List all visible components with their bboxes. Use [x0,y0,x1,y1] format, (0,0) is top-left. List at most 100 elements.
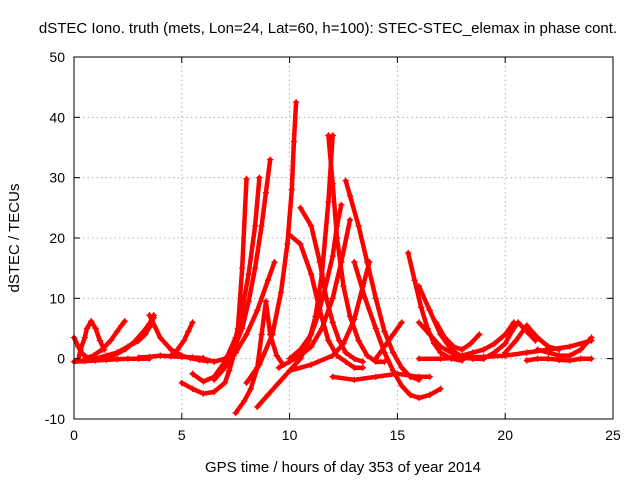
data-point-marker [243,331,250,338]
grid-layer [74,57,613,419]
data-point-marker [342,177,349,184]
data-point-marker [433,319,440,326]
x-tick-label: 20 [497,427,513,443]
series-9 [167,319,196,359]
data-point-marker [277,289,285,296]
chart-title: dSTEC Iono. truth (mets, Lon=24, Lat=60,… [39,20,617,37]
data-point-marker [458,346,466,353]
series-25 [329,370,433,383]
data-point-marker [157,352,164,359]
data-point-marker [221,379,229,386]
data-point-marker [75,356,82,364]
data-point-marker [398,319,405,326]
data-point-marker [157,334,164,341]
x-tick-label: 10 [282,427,298,443]
data-point-marker [458,352,466,359]
data-point-marker [307,271,315,278]
data-point-marker [256,174,263,181]
data-point-marker [146,353,153,361]
data-point-marker [329,252,336,260]
data-point-marker [372,325,380,332]
data-point-marker [340,340,347,347]
data-point-marker [480,355,487,362]
series-15 [243,99,300,386]
data-point-marker [338,201,345,209]
data-layer [70,99,595,417]
data-point-marker [398,364,405,371]
data-point-marker [92,325,99,332]
data-point-marker [359,364,367,371]
data-point-marker [83,325,91,332]
series-10 [178,175,250,397]
data-point-marker [286,367,293,374]
series-trace [76,319,107,363]
data-point-marker [545,355,552,362]
data-point-marker [502,349,509,356]
data-point-marker [346,313,354,320]
data-point-marker [323,295,330,302]
data-point-marker [286,231,293,239]
data-point-marker [167,346,175,353]
data-point-marker [437,385,444,393]
data-point-marker [577,355,584,362]
data-point-marker [226,367,233,374]
data-point-marker [512,337,520,344]
data-point-marker [243,379,250,386]
data-point-marker [232,409,239,417]
data-point-marker [107,337,114,344]
data-point-marker [545,349,552,356]
data-point-marker [407,391,414,399]
data-point-marker [266,156,274,163]
data-point-marker [243,175,250,183]
data-point-marker [81,355,88,362]
y-tick-label: 40 [49,109,65,125]
plot-frame [73,56,614,420]
data-point-marker [404,249,412,257]
data-point-marker [381,328,388,335]
data-point-marker [146,324,153,331]
y-tick-label: -10 [45,411,65,427]
data-point-marker [210,358,218,365]
data-point-marker [167,352,175,359]
data-point-marker [469,349,477,356]
data-point-marker [189,385,196,393]
data-point-marker [284,240,291,248]
data-point-marker [307,343,315,350]
series-trace [373,320,404,361]
data-point-marker [359,358,367,365]
series-trace [190,175,262,384]
data-point-marker [297,204,304,212]
data-point-marker [372,295,380,302]
data-point-marker [124,343,132,350]
data-point-marker [361,295,369,302]
data-point-marker [545,343,552,350]
data-point-marker [254,307,261,314]
data-point-marker [189,354,196,361]
series-36 [523,355,595,364]
series-trace [343,178,422,383]
x-axis-label: GPS time / hours of day 353 of year 2014 [205,459,481,476]
data-point-marker [124,355,132,362]
series-3 [75,318,108,364]
y-axis-label: dSTEC / TECUs [6,184,23,293]
data-point-marker [96,337,104,344]
data-point-marker [523,322,530,329]
data-point-marker [77,346,84,353]
data-point-marker [262,189,270,196]
y-tick-label: 10 [49,290,65,306]
data-point-marker [325,198,332,205]
data-point-marker [200,355,207,362]
data-point-marker [398,382,405,390]
data-point-marker [351,355,358,362]
data-point-marker [450,343,457,350]
data-point-marker [566,343,574,350]
data-point-marker [290,138,298,145]
data-point-marker [437,355,444,362]
data-point-marker [417,304,425,311]
data-point-marker [189,370,196,377]
data-point-marker [318,325,326,332]
data-point-marker [381,343,388,350]
data-point-marker [389,349,397,356]
axis-layer: 0 5 10 15 20 25 -10 0 10 20 30 40 50 [45,49,621,443]
